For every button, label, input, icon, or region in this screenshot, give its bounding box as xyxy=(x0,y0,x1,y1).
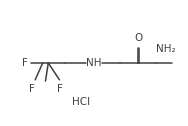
Text: F: F xyxy=(22,58,28,68)
Text: NH₂: NH₂ xyxy=(156,44,176,54)
Text: F: F xyxy=(58,84,63,94)
Text: NH: NH xyxy=(86,58,102,68)
Text: F: F xyxy=(29,84,35,94)
Text: HCl: HCl xyxy=(72,97,90,107)
Text: O: O xyxy=(134,33,143,43)
